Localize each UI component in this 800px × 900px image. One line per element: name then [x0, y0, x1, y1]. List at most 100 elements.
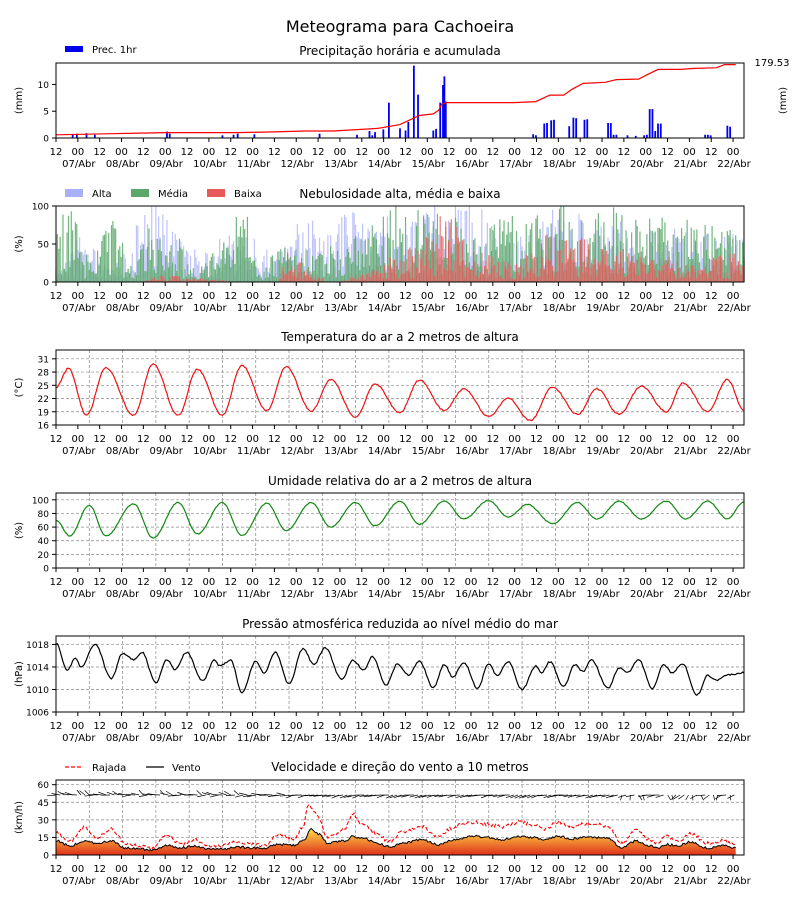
cloud-bar [560, 206, 562, 282]
cloud-bar [191, 279, 193, 282]
cloud-bar [241, 237, 243, 282]
cloud-bar [356, 265, 358, 282]
cloud-bar [665, 264, 667, 282]
cloud-bar [613, 207, 615, 282]
cloud-bar [550, 236, 552, 282]
cloud-bar [325, 263, 328, 282]
cloud-bar [582, 222, 584, 282]
y-tick-label: 60 [38, 781, 50, 791]
wind-arrow [238, 792, 248, 796]
x-tick-label: 00 [508, 291, 521, 302]
x-day-label: 12/Abr [281, 303, 315, 314]
cloud-bar [489, 274, 491, 282]
x-tick-label: 12 [705, 721, 718, 732]
cloud-bar [77, 257, 79, 282]
wind-arrow [488, 794, 498, 797]
cloud-bar [269, 273, 271, 282]
wind-arrow [671, 794, 674, 801]
precip-bar [643, 135, 646, 138]
wind-arrow [518, 794, 527, 799]
cloud-bar [618, 233, 620, 282]
x-day-label: 21/Abr [674, 876, 708, 887]
x-day-label: 20/Abr [630, 303, 664, 314]
x-tick-label: 12 [574, 434, 587, 445]
wind-arrow [418, 794, 427, 798]
x-tick-label: 00 [508, 577, 521, 588]
cloud-bar [356, 280, 358, 282]
cloud-bar [675, 279, 677, 282]
cloud-bar [593, 259, 595, 282]
x-day-label: 09/Abr [150, 446, 184, 457]
x-day-label: 11/Abr [237, 876, 271, 887]
cloud-bar [221, 279, 224, 282]
cloud-bar [352, 261, 354, 282]
cloud-bar [163, 278, 165, 282]
x-tick-label: 12 [137, 434, 150, 445]
x-day-label: 13/Abr [324, 159, 358, 170]
cloud-bar [611, 269, 613, 282]
x-tick-label: 00 [115, 864, 128, 875]
cloud-bar [94, 273, 96, 282]
cloud-bar [192, 268, 194, 282]
x-tick-label: 00 [639, 147, 652, 158]
cloud-bar [238, 236, 240, 282]
cloud-bar [173, 256, 175, 282]
panel-title: Precipitação horária e acumulada [299, 44, 501, 58]
x-tick-label: 00 [334, 291, 347, 302]
cloud-bar [586, 262, 588, 282]
cloud-bar [626, 256, 629, 282]
cloud-bar [617, 273, 619, 282]
cloud-bar [511, 278, 513, 282]
cloud-bar [242, 219, 244, 282]
cloud-bar [563, 206, 565, 282]
cloud-bar [361, 223, 364, 282]
y-axis-label: (°C) [14, 378, 25, 398]
cloud-bar [314, 279, 316, 282]
cloud-bar [406, 259, 408, 282]
cloud-bar [92, 248, 95, 282]
x-tick-label: 00 [508, 434, 521, 445]
cloud-bar [424, 223, 426, 282]
wind-arrow [334, 794, 344, 797]
cloud-bar [363, 266, 365, 282]
cloud-bar [371, 270, 373, 282]
cloud-bar [504, 245, 507, 282]
cloud-bar [674, 273, 676, 282]
cloud-bar [640, 251, 642, 282]
cloud-bar [493, 224, 495, 282]
cloud-bar [285, 261, 287, 282]
cloud-bar [710, 271, 712, 282]
cloud-bar [418, 272, 421, 282]
cloud-bar [507, 221, 509, 282]
cloud-bar [334, 259, 336, 282]
wind-arrow [558, 794, 568, 796]
cloud-bar [309, 271, 311, 282]
x-day-label: 22/Abr [717, 303, 751, 314]
cloud-bar [646, 273, 648, 282]
x-tick-label: 00 [115, 434, 128, 445]
legend-label: Prec. 1hr [92, 45, 137, 56]
x-tick-label: 12 [443, 721, 456, 732]
cloud-bar [177, 250, 179, 282]
cloud-bar [356, 237, 358, 282]
cloud-bar [385, 272, 387, 282]
x-tick-label: 12 [312, 721, 325, 732]
cloud-bar [123, 253, 125, 282]
cloud-bar [330, 246, 332, 282]
x-tick-label: 00 [203, 577, 216, 588]
cloud-bar [317, 255, 319, 282]
cloud-bar [158, 280, 160, 282]
wind-arrow [201, 792, 211, 796]
x-day-label: 13/Abr [324, 446, 358, 457]
cloud-bar [554, 237, 556, 282]
cloud-bar [153, 269, 156, 282]
cloud-bar [656, 263, 658, 282]
panel-title: Pressão atmosférica reduzida ao nível mé… [242, 617, 558, 631]
precip-bar [374, 132, 376, 138]
wind-arrow [106, 791, 115, 796]
x-tick-label: 00 [465, 864, 478, 875]
cloud-bar [689, 259, 691, 282]
cloud-bar [651, 230, 654, 282]
cloud-bar [123, 277, 125, 282]
x-day-label: 21/Abr [674, 733, 708, 744]
